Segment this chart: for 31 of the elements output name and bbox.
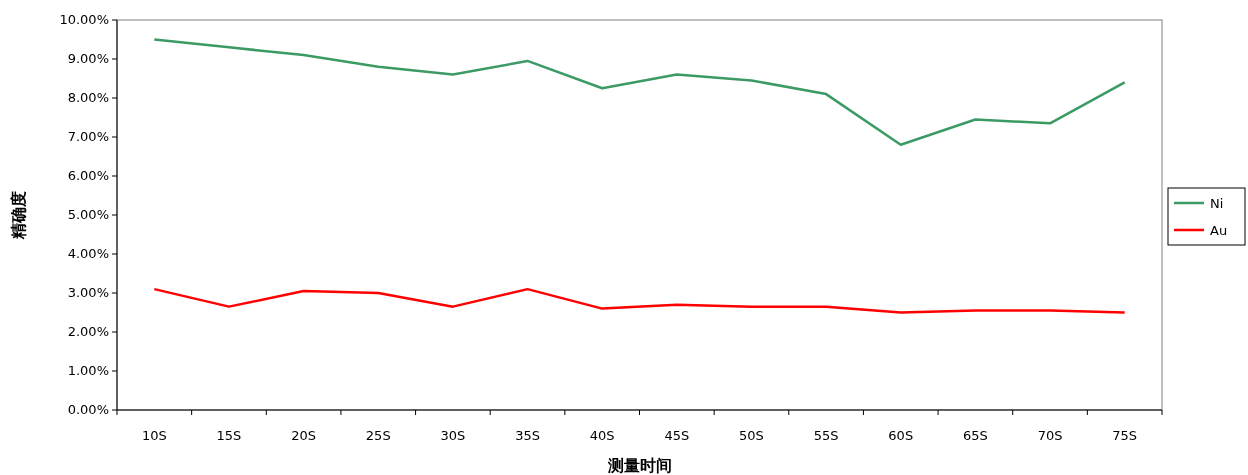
y-tick-label: 7.00% [67,129,109,144]
x-tick-label: 50S [739,428,764,443]
y-tick-label: 1.00% [67,363,109,378]
legend-label: Ni [1210,196,1224,211]
y-tick-label: 8.00% [67,90,109,105]
line-series [153,287,1126,314]
x-tick-label: 60S [888,428,914,443]
x-tick-label: 65S [962,428,988,443]
x-tick-label: 25S [365,428,391,443]
x-tick-label: 20S [291,428,317,443]
x-tick-label: 35S [515,428,540,443]
y-tick-label: 10.00% [59,12,109,27]
y-tick-label: 2.00% [67,324,109,339]
x-tick-label: 30S [440,428,466,443]
x-tick-label: 15S [216,428,242,443]
line-series [153,38,1126,147]
y-tick-label: 0.00% [67,402,109,417]
x-tick-label: 40S [589,428,615,443]
y-tick-label: 5.00% [67,207,109,222]
y-tick-label: 6.00% [67,168,109,183]
x-tick-label: 55S [813,428,839,443]
y-axis-title: 精确度 [9,191,28,240]
x-tick-label: 45S [664,428,690,443]
x-tick-label: 70S [1037,428,1063,443]
y-tick-label: 9.00% [67,51,109,66]
legend-label: Au [1210,223,1228,238]
x-axis-title: 测量时间 [606,456,672,475]
x-tick-label: 10S [141,428,167,443]
x-tick-label: 75S [1112,428,1138,443]
y-tick-label: 4.00% [67,246,109,261]
y-tick-label: 3.00% [67,285,109,300]
